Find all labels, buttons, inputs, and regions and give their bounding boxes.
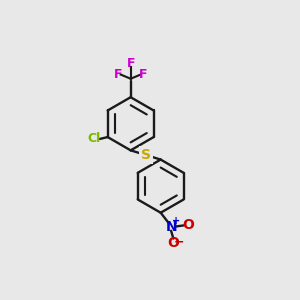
Text: F: F	[126, 56, 135, 70]
Text: +: +	[172, 217, 180, 226]
Text: F: F	[114, 68, 122, 81]
Text: S: S	[141, 148, 151, 162]
Text: −: −	[174, 235, 184, 248]
Text: N: N	[165, 220, 177, 234]
Text: Cl: Cl	[87, 132, 101, 146]
Text: F: F	[139, 68, 148, 81]
Text: O: O	[167, 236, 179, 250]
Text: O: O	[182, 218, 194, 233]
